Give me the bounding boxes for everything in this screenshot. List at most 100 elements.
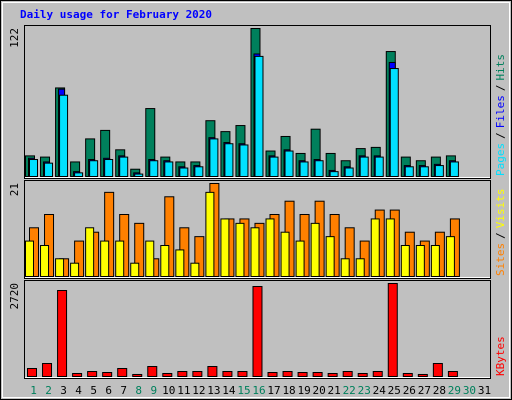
bar — [132, 373, 143, 378]
bar — [70, 262, 80, 278]
bar — [162, 372, 173, 378]
legend: Sites / Visits — [494, 189, 507, 277]
bar — [372, 371, 383, 377]
bar — [205, 191, 215, 278]
x-tick-label: 8 — [135, 384, 142, 397]
bar — [104, 159, 114, 177]
x-tick-label: 23 — [358, 384, 371, 397]
bar — [192, 371, 203, 377]
bar — [342, 371, 353, 377]
bar — [445, 236, 455, 277]
x-tick-label: 9 — [150, 384, 157, 397]
bar — [400, 245, 410, 277]
bar — [42, 363, 53, 378]
x-tick-label: 20 — [313, 384, 326, 397]
bar — [250, 227, 260, 278]
bar — [207, 366, 218, 377]
bar — [235, 222, 245, 278]
bar — [44, 162, 54, 177]
legend-entry: Files — [494, 95, 507, 128]
legend-separator: / — [494, 232, 507, 239]
x-tick-label: 26 — [403, 384, 416, 397]
x-tick-label: 6 — [105, 384, 112, 397]
bar — [449, 161, 459, 178]
bar — [419, 166, 429, 177]
bar — [130, 262, 140, 278]
bar — [415, 245, 425, 277]
bar — [295, 240, 305, 277]
bar — [239, 144, 249, 177]
bar — [134, 173, 144, 178]
legend-entry: Visits — [494, 189, 507, 229]
bar — [57, 290, 68, 377]
bar — [119, 156, 129, 177]
bar — [265, 218, 275, 278]
x-tick-label: 31 — [478, 384, 491, 397]
bar — [297, 371, 308, 378]
chart-title: Daily usage for February 2020 — [20, 8, 212, 21]
bar — [147, 366, 158, 377]
bar — [175, 249, 185, 278]
bar — [344, 167, 354, 177]
x-tick-label: 11 — [177, 384, 190, 397]
bar — [299, 161, 309, 178]
bar — [87, 371, 98, 377]
bar — [224, 143, 234, 177]
bar — [29, 159, 38, 177]
bar — [269, 156, 279, 177]
bar — [389, 68, 399, 177]
y-tick-label: 122 — [8, 28, 21, 48]
x-tick-label: 5 — [90, 384, 97, 397]
legend-separator: / — [494, 85, 507, 92]
bar — [59, 94, 69, 177]
bar — [55, 258, 65, 277]
bar — [237, 371, 248, 377]
bar — [325, 236, 335, 277]
bar — [254, 55, 264, 177]
bar — [267, 371, 278, 378]
x-tick-label: 17 — [267, 384, 280, 397]
x-tick-label: 25 — [388, 384, 401, 397]
bar — [314, 160, 324, 177]
bar — [74, 172, 84, 178]
x-tick-label: 15 — [237, 384, 250, 397]
bar — [417, 373, 428, 378]
bar — [177, 371, 188, 377]
legend-separator: / — [494, 132, 507, 139]
legend: Pages / Files / Hits — [494, 54, 507, 176]
bar — [434, 165, 444, 178]
legend: KBytes — [494, 336, 507, 376]
bar — [282, 371, 293, 377]
bar — [374, 156, 384, 177]
bar — [359, 156, 369, 177]
x-tick-label: 21 — [328, 384, 341, 397]
bar — [284, 150, 294, 178]
x-tick-label: 19 — [297, 384, 310, 397]
bar — [164, 161, 174, 178]
bar — [160, 245, 170, 277]
x-tick-label: 27 — [418, 384, 431, 397]
bar — [179, 167, 189, 177]
bar — [27, 367, 37, 378]
bar — [430, 245, 440, 277]
bar — [149, 160, 159, 177]
bar — [340, 258, 350, 277]
bar — [117, 367, 128, 378]
x-tick-label: 10 — [162, 384, 175, 397]
bar — [355, 258, 365, 277]
bar — [102, 371, 113, 378]
bar — [402, 372, 413, 378]
bar — [385, 218, 395, 278]
legend-entry: Pages — [494, 143, 507, 176]
x-tick-label: 13 — [207, 384, 220, 397]
bar — [252, 286, 263, 377]
bar — [327, 372, 338, 378]
x-tick-label: 4 — [75, 384, 82, 397]
legend-entry: KBytes — [494, 336, 507, 376]
y-tick-label: 2720 — [8, 283, 21, 310]
bar — [40, 245, 50, 277]
bar — [209, 138, 219, 178]
bar — [357, 372, 368, 378]
